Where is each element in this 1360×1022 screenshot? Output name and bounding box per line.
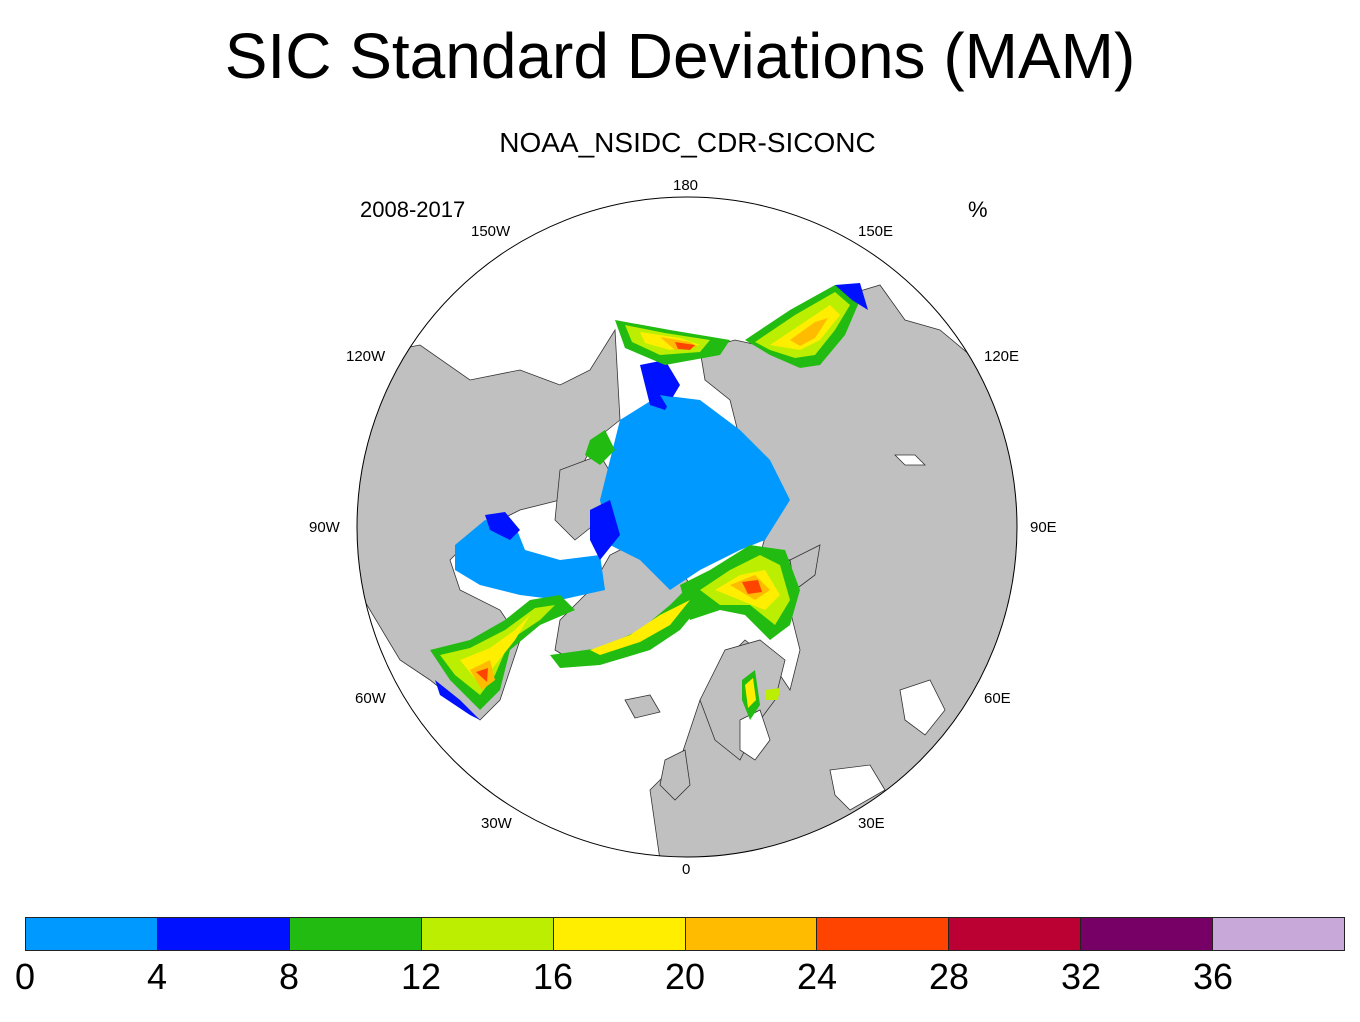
lake-siberian (894, 454, 926, 466)
colorbar-tick-label: 4 (146, 956, 168, 997)
colorbar-segment (553, 918, 686, 950)
colorbar-tick-label: 20 (664, 956, 706, 997)
ice-bering-red (675, 342, 695, 350)
ice-east-greenland-yellow (590, 600, 690, 655)
chart-title: SIC Standard Deviations (MAM) (224, 20, 1136, 92)
ice-east-greenland-green (550, 585, 705, 668)
lon-label-0: 0 (682, 861, 691, 878)
period-label: 2008-2017 (360, 197, 466, 222)
lon-label-90w: 90W (309, 519, 340, 536)
landmass-iceland (624, 694, 661, 719)
lon-label-120e: 120E (984, 348, 1020, 365)
colorbar-tick-label: 32 (1060, 956, 1102, 997)
lon-label-180: 180 (673, 177, 699, 194)
colorbar-tick-label: 36 (1192, 956, 1234, 997)
ice-okhotsk-yellow (770, 305, 840, 350)
colorbar-segment (949, 918, 1082, 950)
ice-labrador-blue (435, 680, 480, 720)
colorbar (25, 917, 1345, 951)
lon-label-150w: 150W (471, 223, 511, 240)
colorbar-segment (1081, 918, 1214, 950)
ice-baltic-yellow (745, 678, 756, 708)
dataset-subtitle: NOAA_NSIDC_CDR-SICONC (499, 127, 876, 158)
units-label: % (968, 197, 988, 222)
lon-label-120w: 120W (346, 348, 386, 365)
colorbar-segment (1213, 918, 1345, 950)
lon-label-30w: 30W (481, 815, 512, 832)
ice-okhotsk-blue (835, 283, 868, 310)
map-boundary-circle (356, 196, 1018, 858)
lon-label-60w: 60W (355, 690, 386, 707)
ice-baffin-red (476, 668, 488, 682)
colorbar-segment (26, 918, 158, 950)
colorbar-tick-label: 0 (14, 956, 36, 997)
lon-label-60e: 60E (984, 690, 1011, 707)
sea-ice-field (430, 283, 868, 720)
ice-hudson-bay (455, 520, 605, 600)
colorbar-tick-label: 8 (278, 956, 300, 997)
ice-hudson-edge (485, 512, 520, 540)
colorbar-segment (157, 918, 290, 950)
colorbar-segment (817, 918, 950, 950)
landmass-uk (659, 749, 691, 801)
sea-black (829, 764, 886, 811)
lon-label-30e: 30E (858, 815, 885, 832)
lon-label-90e: 90E (1030, 519, 1057, 536)
colorbar-tick-label: 24 (796, 956, 838, 997)
ice-barents-red (742, 580, 762, 594)
ice-bering-blue (660, 395, 700, 420)
colorbar-tick-label: 28 (928, 956, 970, 997)
sea-baltic (739, 709, 771, 761)
colorbar-segment (685, 918, 818, 950)
ice-central-arctic (600, 395, 790, 590)
colorbar-segment (421, 918, 554, 950)
colorbar-segment (289, 918, 422, 950)
ice-archipelago-green (585, 430, 615, 465)
sea-caspian (899, 679, 946, 736)
colorbar-tick-label: 12 (400, 956, 442, 997)
colorbar-tick-label: 16 (532, 956, 574, 997)
ice-baltic-gulf (765, 688, 780, 700)
ice-okhotsk-orange (790, 318, 828, 346)
ice-archipelago-blue (590, 500, 620, 560)
lon-label-150e: 150E (858, 223, 894, 240)
